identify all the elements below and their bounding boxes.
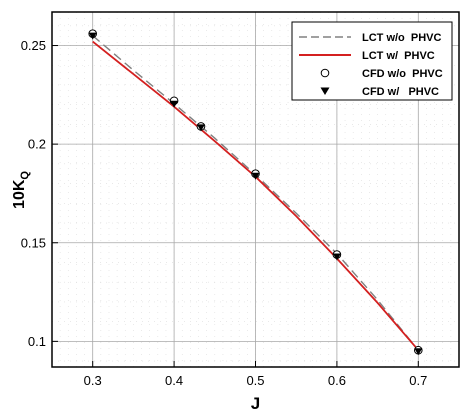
legend-marker-cfd-with-phvc xyxy=(320,87,330,95)
y-tick-label: 0.1 xyxy=(28,334,46,349)
legend: LCT w/o PHVC LCT w/ PHVC CFD w/o PHVC CF… xyxy=(291,21,453,101)
data-point-filled-triangle xyxy=(332,253,341,261)
tick-layer: 0.3 0.4 0.5 0.6 0.7 0.1 0.15 0.2 0.25 xyxy=(21,38,428,388)
data-point-filled-triangle xyxy=(88,32,97,40)
x-tick-label: 0.4 xyxy=(165,373,183,388)
legend-label-lct-without-phvc: LCT w/o PHVC xyxy=(362,32,442,44)
legend-marker-cfd-without-phvc xyxy=(320,68,330,78)
x-tick-label: 0.7 xyxy=(409,373,427,388)
legend-label-cfd-without-phvc: CFD w/o PHVC xyxy=(362,68,443,80)
y-tick-label: 0.15 xyxy=(21,235,46,250)
x-axis-title: J xyxy=(251,394,260,413)
y-axis-title: 10KQ xyxy=(11,171,31,209)
legend-label-lct-with-phvc: LCT w/ PHVC xyxy=(362,50,435,62)
data-point-filled-triangle xyxy=(414,348,423,356)
x-tick-label: 0.5 xyxy=(246,373,264,388)
data-point-filled-triangle xyxy=(251,172,260,180)
y-tick-label: 0.2 xyxy=(28,137,46,152)
y-tick-label: 0.25 xyxy=(21,38,46,53)
series-layer xyxy=(88,29,423,356)
y-axis-title-subscript: Q xyxy=(19,171,31,180)
y-axis-title-main: 10K xyxy=(11,179,28,209)
data-point-filled-triangle xyxy=(170,100,179,108)
legend-box xyxy=(291,21,453,101)
x-tick-label: 0.6 xyxy=(328,373,346,388)
data-point-filled-triangle xyxy=(196,124,205,132)
legend-label-cfd-with-phvc: CFD w/ PHVC xyxy=(362,86,439,98)
x-tick-label: 0.3 xyxy=(84,373,102,388)
